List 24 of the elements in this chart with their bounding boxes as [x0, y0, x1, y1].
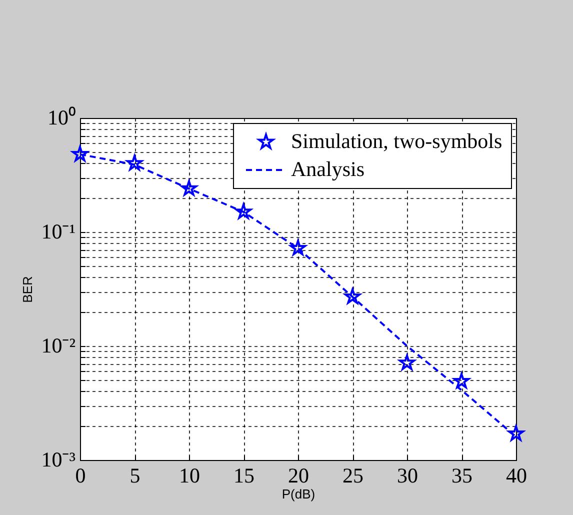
y-axis-title: BER [20, 276, 36, 303]
x-tick-label: 25 [342, 464, 364, 488]
y-tick-label: 10⁻¹ [41, 220, 76, 244]
x-tick-label: 30 [397, 464, 418, 488]
point [453, 372, 470, 388]
x-tick-label: 5 [130, 464, 140, 488]
y-tick-label: 10⁰ [48, 106, 76, 130]
x-tick-label: 35 [452, 464, 472, 488]
point [72, 146, 88, 162]
x-tick-label: 10 [179, 464, 200, 488]
y-tick-label: 10⁻² [41, 334, 76, 358]
legend-label: Simulation, two-symbols [291, 129, 502, 153]
y-tick-label: 10⁻³ [41, 448, 76, 472]
point [344, 288, 361, 304]
x-tick-label: 20 [288, 464, 309, 488]
point [126, 154, 143, 170]
point [290, 240, 306, 256]
x-axis-title: P(dB) [282, 486, 316, 502]
x-tick-label: 15 [234, 464, 254, 488]
point [180, 180, 198, 196]
point [508, 425, 524, 441]
x-tick-label: 40 [506, 464, 527, 488]
legend-label: Analysis [291, 157, 364, 181]
x-tick-label: 0 [75, 464, 86, 488]
